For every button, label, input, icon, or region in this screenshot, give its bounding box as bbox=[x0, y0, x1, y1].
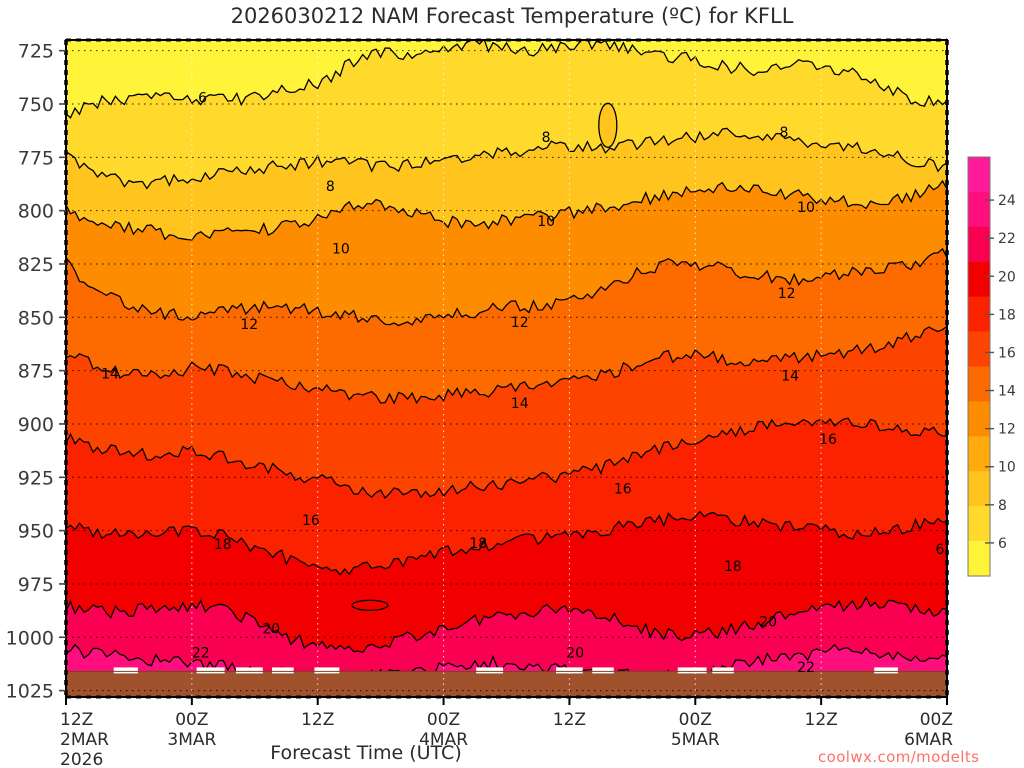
colorbar: 24 22 20 18 16 14 12 10 8 6 bbox=[967, 156, 1016, 577]
contour-lines bbox=[66, 40, 947, 683]
contour-label: 10 bbox=[797, 200, 815, 216]
contour-label: 18 bbox=[724, 559, 742, 575]
contour-label: 12 bbox=[511, 315, 529, 331]
x-tick-time: 12Z bbox=[301, 710, 334, 730]
contour-label: 14 bbox=[511, 396, 529, 412]
contour-bands bbox=[66, 40, 947, 697]
attribution-link[interactable]: coolwx.com/modelts bbox=[818, 748, 980, 766]
x-tick-date: 5MAR bbox=[671, 730, 720, 750]
x-tick-date: 3MAR bbox=[167, 730, 216, 750]
x-axis-title: Forecast Time (UTC) bbox=[270, 742, 462, 764]
contour-label: 14 bbox=[101, 366, 119, 382]
colorbar-tick-label: 14 bbox=[998, 384, 1016, 400]
contour-label: 8 bbox=[780, 125, 789, 141]
x-tick-time: 12Z bbox=[553, 710, 586, 730]
contour-label: 22 bbox=[192, 646, 210, 662]
contour-label: 6 bbox=[198, 90, 207, 106]
x-tick-date: 2MAR bbox=[60, 730, 109, 750]
contour-label: 20 bbox=[262, 621, 280, 637]
y-tick-label: 925 bbox=[18, 467, 54, 489]
colorbar-tick-label: 22 bbox=[998, 231, 1016, 247]
colorbar-tick-label: 16 bbox=[998, 345, 1016, 361]
colorbar-tick-label: 10 bbox=[998, 460, 1016, 476]
contour-label: 12 bbox=[240, 317, 258, 333]
colorbar-tick-label: 24 bbox=[998, 193, 1016, 209]
y-tick-label: 775 bbox=[18, 147, 54, 169]
contour-label: 22 bbox=[797, 660, 815, 676]
y-tick-label: 725 bbox=[18, 41, 54, 63]
y-tick-label: 900 bbox=[18, 414, 54, 436]
colorbar-tick-label: 18 bbox=[998, 307, 1016, 323]
x-tick-time: 00Z bbox=[679, 710, 712, 730]
y-tick-label: 750 bbox=[18, 94, 54, 116]
y-tick-label: 825 bbox=[18, 254, 54, 276]
y-tick-label: 875 bbox=[18, 361, 54, 383]
contour-label: 8 bbox=[542, 130, 551, 146]
x-tick-time: 00Z bbox=[427, 710, 460, 730]
page-title: 2026030212 NAM Forecast Temperature (ºC)… bbox=[230, 4, 794, 28]
contour-label: 16 bbox=[302, 513, 320, 529]
x-tick-time: 12Z bbox=[60, 710, 93, 730]
plot-frame bbox=[64, 38, 949, 699]
colorbar-tick-label: 6 bbox=[998, 536, 1007, 552]
contour-label: 16 bbox=[819, 432, 837, 448]
contour-label: 10 bbox=[332, 242, 350, 258]
colorbar-tick-label: 8 bbox=[998, 498, 1007, 514]
x-tick-date: 4MAR bbox=[419, 730, 468, 750]
y-tick-label: 1025 bbox=[6, 681, 54, 703]
contour-label: 18 bbox=[469, 536, 487, 552]
x-tick-year: 2026 bbox=[60, 750, 103, 768]
contour-label: 18 bbox=[214, 537, 232, 553]
contour-label: 16 bbox=[614, 481, 632, 497]
y-tick-label: 950 bbox=[18, 521, 54, 543]
terrain-band bbox=[66, 667, 947, 697]
contour-label: 6 bbox=[935, 542, 944, 558]
x-tick-time: 00Z bbox=[175, 710, 208, 730]
x-tick-time: 00Z bbox=[920, 710, 953, 730]
contour-label: 8 bbox=[326, 179, 335, 195]
colorbar-tick-label: 12 bbox=[998, 422, 1016, 438]
contour-label: 10 bbox=[537, 214, 555, 230]
y-tick-label: 1000 bbox=[6, 627, 54, 649]
contour-label: 12 bbox=[778, 286, 796, 302]
x-tick-date: 6MAR bbox=[904, 730, 953, 750]
contour-label: 20 bbox=[759, 615, 777, 631]
contour-label-group: 6 8 8 8 10 10 10 12 12 12 14 14 14 16 16 16 18 18 18 20 20 20… bbox=[101, 90, 944, 676]
y-axis: 725 750 775 800 825 850 875 900 925 950 975 1000 102… bbox=[6, 41, 66, 703]
contour-label: 14 bbox=[781, 368, 799, 384]
x-tick-time: 12Z bbox=[805, 710, 838, 730]
y-tick-label: 975 bbox=[18, 574, 54, 596]
contour-label: 20 bbox=[566, 646, 584, 662]
y-tick-label: 850 bbox=[18, 307, 54, 329]
colorbar-tick-label: 20 bbox=[998, 269, 1016, 285]
y-tick-label: 800 bbox=[18, 201, 54, 223]
